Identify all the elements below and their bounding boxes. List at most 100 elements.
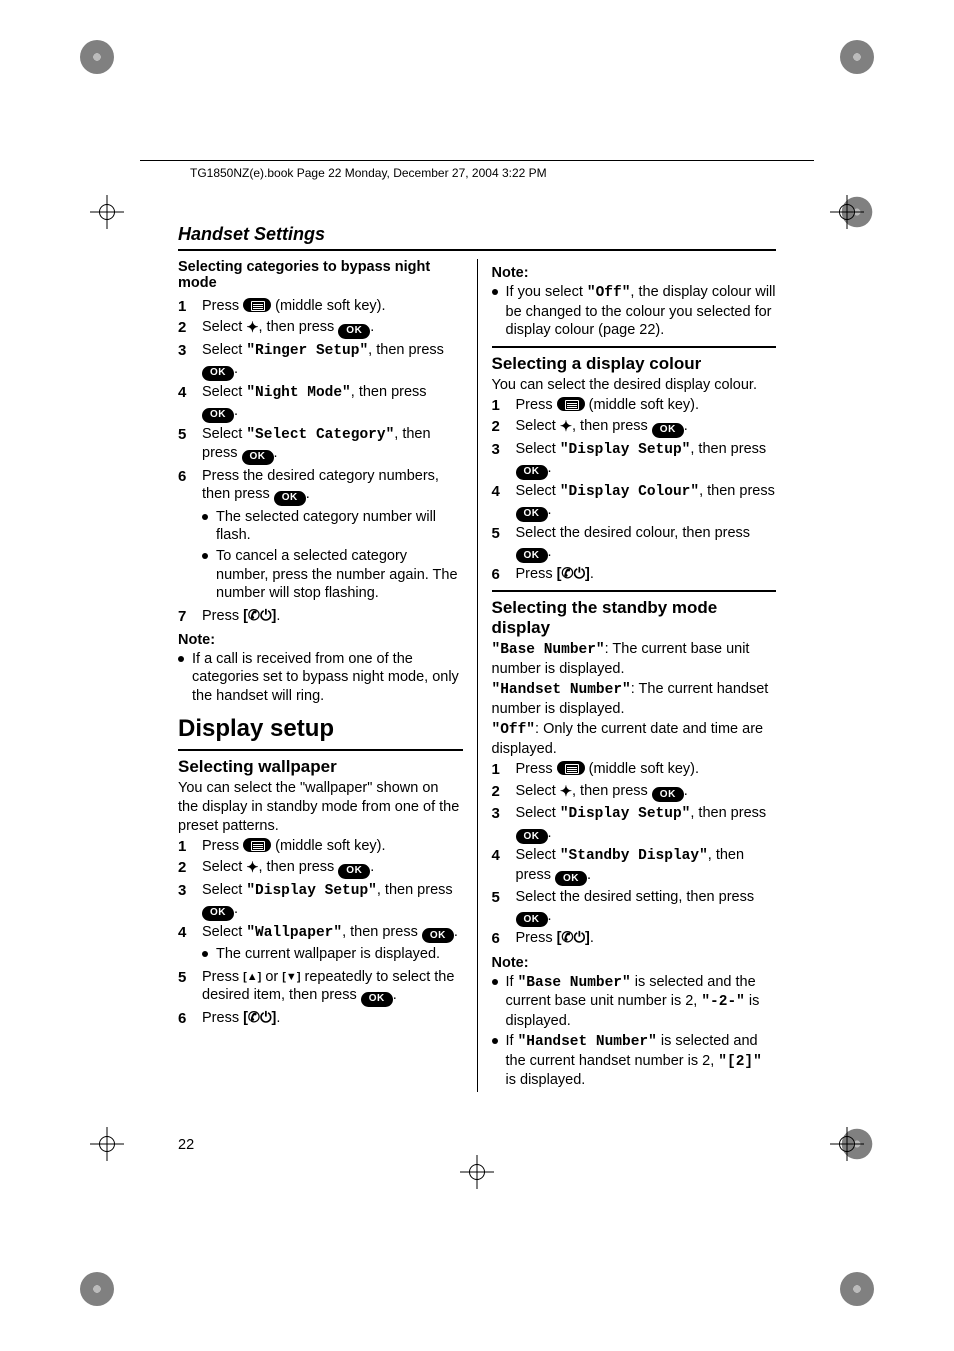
ok-key-icon: OK [361,992,393,1007]
note-list: If "Base Number" is selected and the cur… [492,973,777,1090]
step-number: 4 [492,846,506,886]
ok-key-icon: OK [338,324,370,339]
step-text: Select "Wallpaper", then press OK. The c… [202,923,463,966]
step-number: 6 [178,467,192,605]
print-gear-icon [80,1272,114,1306]
step-number: 7 [178,607,192,626]
note-label: Note: [178,632,463,648]
left-column: Selecting categories to bypass night mod… [178,259,478,1092]
intro-text: You can select the desired display colou… [492,376,777,395]
registration-mark-icon [830,1127,864,1161]
step-text: Select "Select Category", then press OK. [202,425,463,465]
step-text: Select "Display Setup", then press OK. [516,804,777,844]
step-number: 5 [492,888,506,927]
note-label: Note: [492,265,777,281]
ok-key-icon: OK [555,871,587,886]
content-area: Handset Settings Selecting categories to… [178,224,776,1133]
bullet-item: The current wallpaper is displayed. [202,945,463,964]
ok-key-icon: OK [652,423,684,438]
section-rule [178,749,463,751]
up-key-icon: [▲] [243,970,261,984]
step-text: Select ✦, then press OK. [202,318,463,339]
step-text: Press (middle soft key). [202,837,463,856]
registration-mark-icon [90,195,124,229]
ok-key-icon: OK [202,366,234,381]
step-text: Press (middle soft key). [516,760,777,779]
bullet-item: To cancel a selected category number, pr… [202,547,463,603]
steps-list: 1 Press (middle soft key). 2 Select ✦, t… [492,760,777,948]
step-text: Press [✆⏻]. [202,607,463,626]
section-heading: Selecting categories to bypass night mod… [178,259,463,291]
step-number: 4 [178,383,192,423]
running-rule [178,249,776,251]
registration-mark-icon [830,195,864,229]
step-text: Select "Night Mode", then press OK. [202,383,463,423]
down-key-icon: [▼] [282,970,300,984]
ok-key-icon: OK [274,491,306,506]
steps-list: 1 Press (middle soft key). 2 Select ✦, t… [492,396,777,584]
navigator-icon: ✦ [246,859,258,878]
note-item: If "Handset Number" is selected and the … [492,1032,777,1090]
step-text: Select ✦, then press OK. [516,417,777,438]
step-number: 6 [178,1009,192,1028]
print-gear-icon [80,40,114,74]
hangup-key-icon: [✆⏻] [557,565,590,584]
ok-key-icon: OK [338,864,370,879]
step-text: Press [✆⏻]. [516,929,777,948]
note-label: Note: [492,955,777,971]
subsection-heading: Selecting a display colour [492,354,777,374]
ok-key-icon: OK [516,829,548,844]
step-text: Select "Display Setup", then press OK. [202,881,463,921]
header-rule [140,160,814,161]
step-number: 2 [492,782,506,803]
step-text: Select the desired colour, then press OK… [516,524,777,563]
note-list: If you select "Off", the display colour … [492,283,777,340]
ok-key-icon: OK [202,408,234,423]
page-number: 22 [178,1137,194,1153]
print-gear-icon [840,40,874,74]
step-number: 2 [178,318,192,339]
ok-key-icon: OK [242,450,274,465]
navigator-icon: ✦ [560,783,572,802]
page: TG1850NZ(e).book Page 22 Monday, Decembe… [0,0,954,1351]
step-number: 3 [492,440,506,480]
step-number: 3 [178,341,192,381]
step-text: Select "Ringer Setup", then press OK. [202,341,463,381]
ok-key-icon: OK [516,507,548,522]
steps-list: 1 Press (middle soft key). 2 Select ✦, t… [178,297,463,626]
menu-key-icon [243,838,271,852]
ok-key-icon: OK [202,906,234,921]
navigator-icon: ✦ [560,418,572,437]
hangup-key-icon: [✆⏻] [243,1009,276,1028]
section-rule [492,346,777,348]
step-text: Select "Standby Display", then press OK. [516,846,777,886]
step-number: 3 [492,804,506,844]
header-bookmark: TG1850NZ(e).book Page 22 Monday, Decembe… [190,166,547,180]
step-number: 6 [492,929,506,948]
print-gear-icon [840,1272,874,1306]
step-number: 1 [492,396,506,415]
definition-text: "Handset Number": The current handset nu… [492,680,777,718]
step-text: Press [✆⏻]. [202,1009,463,1028]
step-text: Press (middle soft key). [202,297,463,316]
step-number: 1 [178,297,192,316]
step-text: Select ✦, then press OK. [202,858,463,879]
step-number: 5 [178,968,192,1007]
note-item: If you select "Off", the display colour … [492,283,777,340]
ok-key-icon: OK [516,912,548,927]
right-column: Note: If you select "Off", the display c… [478,259,777,1092]
sub-bullets: The current wallpaper is displayed. [202,945,463,964]
step-number: 5 [492,524,506,563]
intro-text: You can select the "wallpaper" shown on … [178,779,463,835]
menu-key-icon [557,397,585,411]
step-text: Press [✆⏻]. [516,565,777,584]
step-number: 3 [178,881,192,921]
registration-mark-icon [460,1155,494,1189]
step-number: 2 [178,858,192,879]
ok-key-icon: OK [516,465,548,480]
step-text: Select ✦, then press OK. [516,782,777,803]
hangup-key-icon: [✆⏻] [557,929,590,948]
ok-key-icon: OK [422,928,454,943]
steps-list: 1 Press (middle soft key). 2 Select ✦, t… [178,837,463,1028]
navigator-icon: ✦ [246,319,258,338]
